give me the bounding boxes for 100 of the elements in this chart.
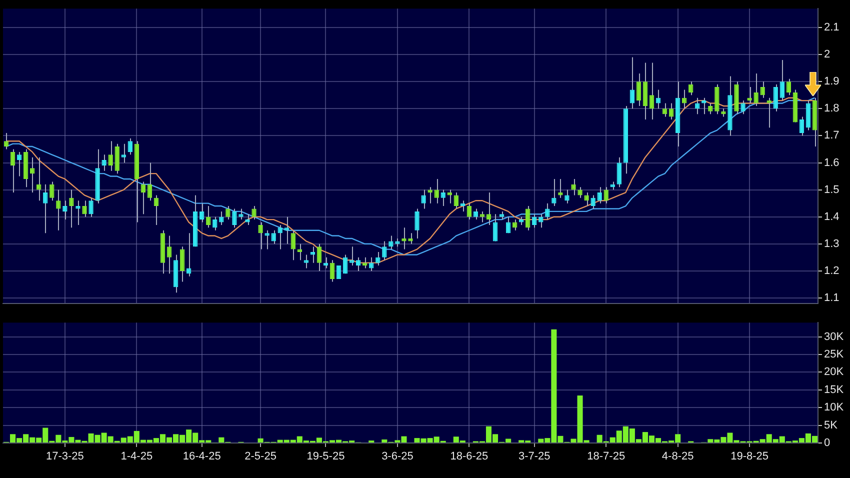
x-tick-label: 1-4-25 [120, 450, 153, 463]
candlestick [114, 143, 120, 174]
x-tick-label: 18-7-25 [587, 450, 626, 463]
y-tick-label: 1.6 [824, 156, 840, 169]
candlestick [662, 102, 668, 118]
candlestick [760, 81, 765, 98]
candlestick [376, 252, 380, 266]
candlestick [526, 206, 530, 231]
candlestick [200, 202, 204, 223]
candlestick [36, 156, 42, 202]
candlestick [30, 156, 35, 194]
candlestick [245, 214, 250, 226]
y-tick-label: 1.7 [824, 130, 840, 142]
candlestick [642, 62, 648, 120]
candlestick [186, 232, 192, 277]
candlestick [773, 84, 778, 112]
candlestick [121, 143, 126, 164]
candlestick [108, 140, 113, 172]
candlestick [414, 208, 420, 239]
candlestick [349, 246, 354, 266]
candlestick [278, 224, 282, 250]
x-tick-label: 3-7-25 [518, 450, 550, 463]
candlestick [69, 189, 74, 228]
candlestick [708, 102, 713, 115]
candlestick [780, 59, 784, 102]
candlestick [702, 97, 706, 115]
candlestick [682, 89, 687, 110]
candlestick [56, 189, 61, 231]
candlestick [154, 194, 159, 226]
candlestick [799, 116, 804, 136]
candlestick [219, 210, 224, 226]
candlestick [166, 235, 172, 274]
candlestick [714, 84, 720, 115]
candlestick [616, 156, 622, 188]
x-tick-label: 16-4-25 [182, 450, 221, 463]
candlestick [564, 189, 570, 204]
candlestick [50, 181, 54, 202]
candlestick [16, 151, 22, 177]
candlestick [590, 194, 596, 210]
candlestick [304, 254, 309, 269]
candlestick [466, 202, 472, 220]
candlestick [284, 216, 289, 244]
candlestick [62, 200, 68, 220]
candlestick [649, 62, 654, 120]
y-tick-label: 1.9 [824, 76, 840, 88]
candlestick [486, 192, 492, 226]
candlestick [766, 97, 772, 128]
candlestick [206, 206, 211, 228]
y-tick-label: 1.1 [824, 292, 840, 304]
candlestick [43, 184, 48, 234]
y-tick-label: 30K [824, 330, 844, 343]
candlestick [434, 178, 439, 204]
x-tick-label: 4-8-25 [662, 450, 694, 463]
candlestick [636, 73, 642, 106]
y-tick-label: 0 [824, 437, 830, 450]
candlestick [271, 230, 276, 244]
candlestick [473, 208, 478, 220]
candlestick [212, 216, 218, 231]
candlestick [538, 214, 544, 228]
candlestick [264, 230, 270, 250]
candlestick [258, 222, 263, 250]
candlestick [232, 208, 237, 228]
candlestick [342, 254, 348, 274]
candlestick [597, 186, 602, 204]
candlestick [128, 138, 132, 156]
candlestick [88, 197, 94, 218]
candlestick [336, 266, 342, 280]
candlestick [578, 186, 582, 198]
y-tick-label: 1.4 [824, 210, 840, 223]
candlestick [82, 200, 87, 218]
candlestick [492, 214, 498, 242]
candlestick [786, 78, 792, 96]
candlestick [740, 100, 746, 115]
candlestick [421, 189, 426, 210]
candlestick [330, 260, 335, 282]
candlestick [571, 178, 576, 196]
candlestick [316, 243, 322, 272]
y-tick-label: 1.3 [824, 238, 840, 250]
candlestick [388, 235, 394, 250]
candlestick [545, 202, 550, 220]
y-tick-label: 1.8 [824, 102, 840, 115]
x-tick-label: 19-8-25 [730, 450, 768, 463]
x-tick-label: 2-5-25 [244, 450, 276, 463]
y-tick-label: 10K [824, 402, 844, 414]
candlestick [480, 210, 485, 223]
x-tick-label: 3-6-25 [382, 450, 414, 463]
y-tick-label: 20K [824, 366, 844, 378]
candlestick [584, 192, 589, 207]
candlestick [356, 256, 361, 272]
candlestick [630, 56, 635, 110]
candlestick [668, 102, 674, 120]
candlestick [552, 178, 556, 207]
y-tick-label: 2 [824, 48, 830, 61]
candlestick [102, 154, 106, 172]
candlestick [440, 189, 446, 207]
candlestick [290, 230, 296, 261]
candlestick [180, 246, 185, 282]
x-tick-label: 19-5-25 [306, 450, 345, 463]
candlestick [754, 73, 758, 106]
x-tick-label: 18-6-25 [450, 450, 488, 463]
